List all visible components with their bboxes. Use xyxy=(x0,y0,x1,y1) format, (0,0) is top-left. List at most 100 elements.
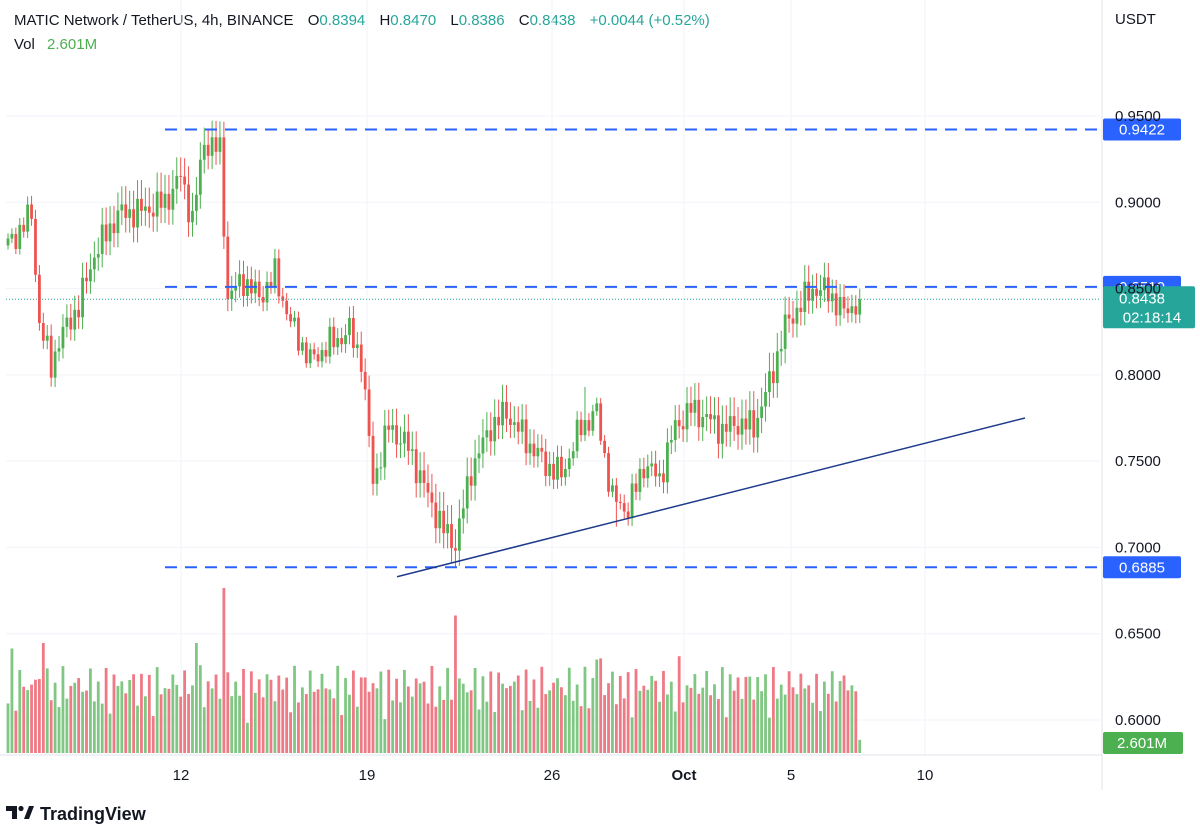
volume-bar xyxy=(45,668,49,753)
candle-body xyxy=(151,212,155,217)
candle-body xyxy=(171,188,175,210)
candle-body xyxy=(73,309,77,330)
y-tick-label: 0.7000 xyxy=(1115,539,1161,556)
candle-body xyxy=(238,274,241,287)
candle-body xyxy=(399,443,402,445)
candle-body xyxy=(210,137,214,156)
volume-bar xyxy=(265,674,269,753)
open-label: O xyxy=(307,12,320,29)
volume-bar xyxy=(249,671,253,753)
volume-bar xyxy=(819,711,822,753)
candle-body xyxy=(438,510,442,529)
candle-body xyxy=(654,463,658,477)
candle-body xyxy=(744,418,748,430)
currency-label: USDT xyxy=(1115,11,1156,28)
candle-body xyxy=(14,233,18,249)
candle-body xyxy=(646,466,650,479)
volume-bar xyxy=(375,688,379,753)
volume-bar xyxy=(775,698,779,753)
volume-bar xyxy=(689,687,693,753)
volume-bar xyxy=(685,685,689,753)
candle-body xyxy=(355,344,359,349)
volume-bar xyxy=(300,687,304,753)
candle-body xyxy=(611,485,614,492)
candle-body xyxy=(548,463,552,476)
volume-bar xyxy=(442,699,446,753)
candle-body xyxy=(198,159,202,195)
candle-body xyxy=(202,144,206,160)
volume-bar xyxy=(391,700,395,753)
axes: USDT 0.9500 0.9000 0.8500 0.8000 0.7500 0.7000… xyxy=(173,11,1161,784)
volume-bar xyxy=(497,672,501,753)
volume-bar xyxy=(717,699,720,753)
candle-body xyxy=(442,510,446,534)
candle-body xyxy=(736,425,740,435)
volume-bar xyxy=(151,716,155,753)
volume-bar xyxy=(191,685,194,753)
volume-bar xyxy=(195,643,198,753)
volume-tag xyxy=(1103,732,1183,754)
volume-bar xyxy=(830,671,834,753)
volume-bar xyxy=(779,684,783,753)
candle-body xyxy=(779,348,783,352)
volume-bar xyxy=(669,681,673,753)
volume-bar xyxy=(336,665,340,753)
volume-bar xyxy=(238,695,241,753)
volume-bar xyxy=(646,689,650,753)
y-tick-label: 0.9500 xyxy=(1115,108,1161,125)
volume-bar xyxy=(548,690,552,753)
last-price-label: 0.8438 xyxy=(1119,290,1165,307)
volume-bar xyxy=(438,686,442,753)
volume-bar xyxy=(85,690,88,753)
candle-body xyxy=(289,314,292,322)
candle-body xyxy=(771,371,775,384)
volume-bar xyxy=(732,690,736,753)
volume-bar xyxy=(210,688,214,753)
volume-bar xyxy=(720,667,724,753)
candle-body xyxy=(469,476,473,486)
volume-bar xyxy=(540,666,544,753)
volume-bar xyxy=(277,675,281,753)
volume-bar xyxy=(599,658,603,753)
candle-body xyxy=(104,224,108,242)
last-price-tag xyxy=(1103,286,1195,329)
volume-bar xyxy=(234,681,238,753)
candle-body xyxy=(234,286,238,291)
volume-bar xyxy=(344,678,347,753)
volume-bar xyxy=(53,682,57,753)
candle-body xyxy=(740,418,744,435)
volume-bar xyxy=(591,677,595,753)
candle-body xyxy=(720,423,724,444)
footer-brand[interactable]: TradingView xyxy=(6,804,146,825)
volume-bar xyxy=(705,670,709,753)
volume-bar xyxy=(469,690,473,753)
candle-body xyxy=(807,281,811,301)
volume-bar xyxy=(297,702,300,753)
candle-body xyxy=(764,392,767,407)
candle-body xyxy=(273,258,277,286)
volume-bar xyxy=(567,667,571,753)
candle-body xyxy=(414,449,418,484)
candle-body xyxy=(45,335,49,341)
close-label: C xyxy=(518,12,530,29)
volume-bar xyxy=(100,703,104,753)
volume-bar xyxy=(26,690,30,753)
volume-bar xyxy=(167,688,171,753)
candle-body xyxy=(528,443,532,454)
volume-bar xyxy=(477,709,481,753)
volume-bar xyxy=(49,700,53,753)
volume-bar xyxy=(289,712,292,753)
candle-body xyxy=(214,137,218,152)
countdown-label: 02:18:14 xyxy=(1123,309,1181,326)
volume-bar xyxy=(630,717,634,753)
candle-body xyxy=(257,281,261,297)
volume-bar xyxy=(673,711,677,753)
volume-bar xyxy=(587,708,591,753)
candle-body xyxy=(662,473,665,483)
volume-bar xyxy=(457,678,461,753)
candle-body xyxy=(603,440,606,454)
candle-body xyxy=(760,406,763,418)
volume-bar xyxy=(642,685,646,753)
volume-bar xyxy=(81,691,84,753)
